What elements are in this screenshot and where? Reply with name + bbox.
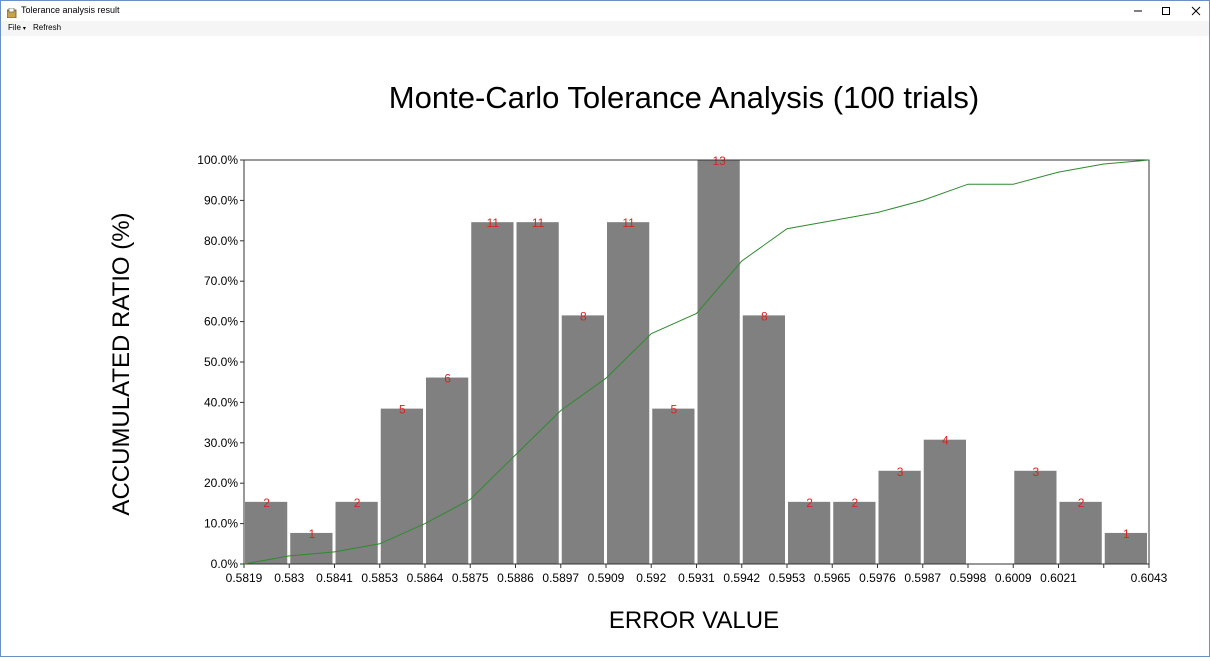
maximize-button[interactable] [1151,1,1181,21]
bar [426,377,469,564]
bar-count-label: 2 [806,496,813,510]
y-tick-label: 80.0% [204,234,238,248]
bar-count-label: 11 [487,216,500,230]
bar [833,501,876,564]
x-tick-label: 0.5976 [859,571,896,585]
x-tick-label: 0.6043 [1131,571,1168,585]
x-tick-label: 0.5987 [904,571,941,585]
bar-count-label: 8 [761,309,768,323]
bar-count-label: 13 [712,154,726,168]
bar-count-label: 5 [399,403,406,417]
bar [878,470,921,564]
y-axis-label: ACCUMULATED RATIO (%) [108,212,135,515]
bar-count-label: 1 [309,527,316,541]
bar-count-label: 5 [671,403,678,417]
y-tick-label: 70.0% [204,274,238,288]
y-tick-label: 90.0% [204,193,238,207]
minimize-icon [1134,10,1142,12]
bar [652,408,695,564]
close-icon [1191,6,1201,16]
minimize-button[interactable] [1123,1,1153,21]
histogram-chart: Monte-Carlo Tolerance Analysis (100 tria… [108,80,1168,634]
bar [923,439,966,564]
x-tick-label: 0.6021 [1040,571,1077,585]
menu-file[interactable]: File ▾ [8,23,26,32]
bar-count-label: 3 [897,465,904,479]
y-tick-label: 10.0% [204,517,238,531]
y-tick-label: 100.0% [197,153,238,167]
menu-file-label: File [8,23,21,32]
bar-count-label: 11 [532,216,545,230]
bar [561,315,604,564]
y-tick-label: 20.0% [204,476,238,490]
x-tick-label: 0.5853 [361,571,398,585]
chart-area: Monte-Carlo Tolerance Analysis (100 tria… [1,36,1209,661]
x-tick-label: 0.5942 [723,571,760,585]
x-tick-label: 0.5819 [226,571,263,585]
bar [471,222,514,564]
x-tick-label: 0.5909 [588,571,625,585]
bar [788,501,831,564]
y-tick-label: 60.0% [204,315,238,329]
bar [516,222,559,564]
window-title: Tolerance analysis result [21,5,120,15]
bar-count-label: 2 [354,496,361,510]
y-tick-label: 30.0% [204,436,238,450]
bar [335,501,378,564]
bar-count-label: 6 [444,372,451,386]
bar [1059,501,1102,564]
x-tick-label: 0.5875 [452,571,489,585]
menu-bar: File ▾ Refresh [1,21,1209,36]
bar-count-label: 2 [852,496,859,510]
x-tick-label: 0.592 [636,571,666,585]
plot-frame [243,159,1150,565]
maximize-icon [1162,7,1170,15]
bar-count-label: 2 [263,496,270,510]
bar-count-label: 1 [1123,527,1130,541]
bar-count-label: 11 [622,216,635,230]
x-tick-label: 0.5931 [678,571,715,585]
x-tick-label: 0.5864 [407,571,444,585]
x-tick-label: 0.5998 [950,571,987,585]
bar-count-label: 2 [1078,496,1085,510]
bar [742,315,785,564]
x-tick-label: 0.5965 [814,571,851,585]
chevron-down-icon: ▾ [22,26,26,32]
y-tick-label: 0.0% [211,557,239,571]
cumulative-line [243,159,1150,565]
x-tick-label: 0.5841 [316,571,353,585]
x-tick-label: 0.5897 [542,571,579,585]
x-tick-label: 0.5886 [497,571,534,585]
bar [607,222,650,564]
y-tick-label: 50.0% [204,355,238,369]
bar [245,501,288,564]
bar [1014,470,1057,564]
bar [380,408,423,564]
y-tick-label: 40.0% [204,395,238,409]
chart-title: Monte-Carlo Tolerance Analysis (100 tria… [389,80,979,115]
x-tick-label: 0.6009 [995,571,1032,585]
x-tick-label: 0.583 [274,571,304,585]
app-icon [6,5,17,19]
bar [1104,532,1147,564]
close-button[interactable] [1181,1,1210,21]
bar-count-label: 4 [942,434,949,448]
bar-count-label: 3 [1033,465,1040,479]
menu-refresh[interactable]: Refresh [33,23,62,32]
x-axis-label: ERROR VALUE [609,607,779,634]
bar [697,160,740,564]
bar-count-label: 8 [580,309,587,323]
x-tick-label: 0.5953 [769,571,806,585]
bar [290,532,333,564]
title-bar[interactable]: Tolerance analysis result [1,1,1209,21]
